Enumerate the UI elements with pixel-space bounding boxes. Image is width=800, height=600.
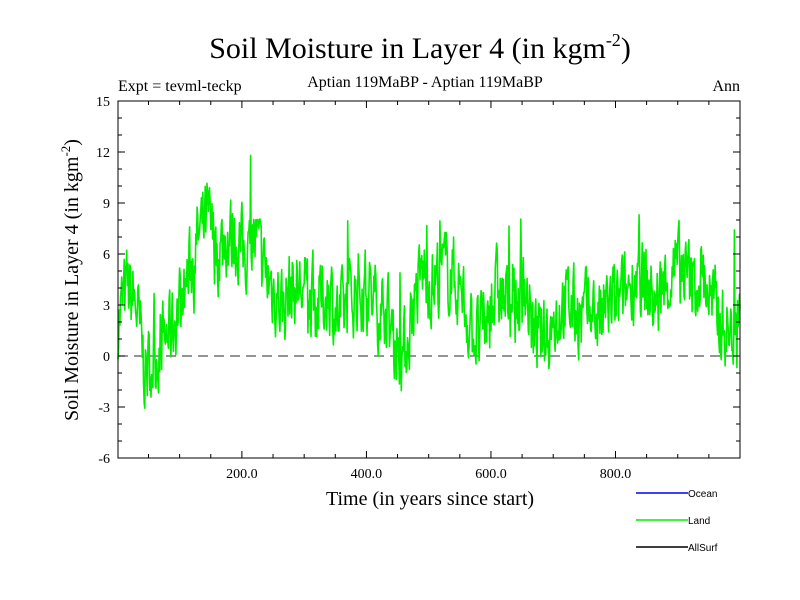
y-tick-label: -3 (98, 401, 110, 416)
x-axis-label: Time (in years since start) (326, 488, 534, 510)
y-tick-label: 6 (103, 248, 110, 263)
plot-data (117, 154, 741, 409)
chart-title-superscript: -2 (606, 30, 621, 50)
y-tick-label: 12 (96, 146, 110, 161)
y-tick-label: 3 (103, 299, 110, 314)
x-tick-label: 200.0 (226, 467, 258, 482)
subtitle-season: Ann (712, 78, 740, 95)
x-tick-label: 600.0 (475, 467, 507, 482)
land-series-line (117, 154, 741, 409)
legend: Ocean Land AllSurf (636, 489, 718, 554)
x-tick-label: 400.0 (351, 467, 383, 482)
legend-label-ocean: Ocean (688, 489, 717, 500)
legend-label-allsurf: AllSurf (688, 543, 718, 554)
legend-label-land: Land (688, 516, 710, 527)
y-tick-label: -6 (98, 452, 110, 467)
axis-ticks: -6 -3 0 3 6 9 12 15 200.0 400.0 600.0 800.0 (96, 95, 740, 482)
subtitle-period: Aptian 119MaBP - Aptian 119MaBP (307, 74, 543, 91)
y-tick-label: 9 (103, 197, 110, 212)
subtitle-experiment: Expt = tevml-teckp (118, 78, 242, 95)
y-axis-label-superscript: -2 (58, 146, 73, 157)
chart-title: Soil Moisture in Layer 4 (in kgm-2) (209, 30, 631, 65)
y-tick-label: 15 (96, 95, 110, 110)
x-tick-label: 800.0 (600, 467, 632, 482)
y-tick-label: 0 (103, 350, 110, 365)
y-axis-label: Soil Moisture in Layer 4 (in kgm-2) (58, 139, 83, 421)
